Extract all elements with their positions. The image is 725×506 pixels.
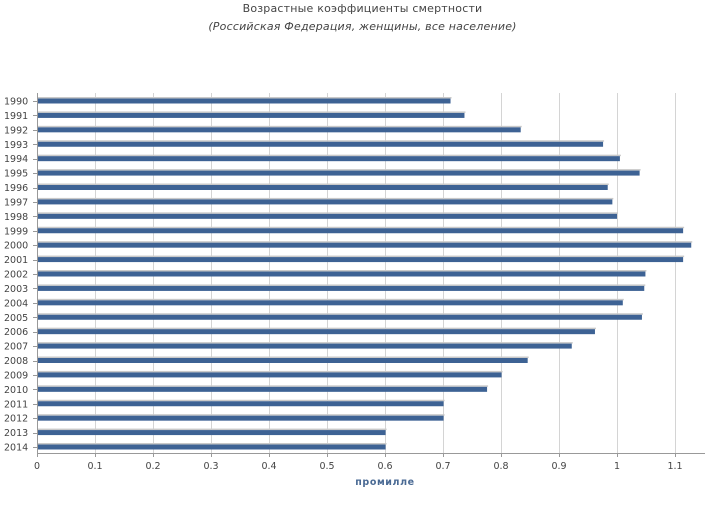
bar-highlight [37,270,647,272]
bar-1998 [37,213,617,219]
bar-highlight [37,111,466,113]
x-tick-label: 0.1 [87,461,102,472]
x-tick-label: 0.4 [261,461,276,472]
axes: 0 0.1 0.2 0.3 0.4 0.5 0.6 0.7 0.8 0.9 1 1.1 1990 1991… [4,93,705,472]
bar-1996 [37,185,608,190]
bar-highlight [37,414,445,416]
y-tick-label: 2007 [4,342,28,353]
bar-highlight [37,385,489,387]
bar-highlight [37,183,609,185]
y-tick-label: 1998 [4,212,28,223]
bar-highlight [37,125,522,128]
y-tick-label: 1991 [4,111,28,122]
bar-2007 [37,343,572,349]
bar-highlight [37,370,503,373]
y-tick-label: 1997 [4,197,28,208]
bar-2000 [37,242,692,248]
bar-2006 [37,329,595,335]
x-tick-label: 0.8 [493,461,508,472]
bar-1990 [37,98,451,104]
bar-highlight [37,241,693,243]
y-tick-label: 2010 [4,385,28,396]
bar-1992 [37,127,521,133]
bar-1999 [37,228,684,234]
bar-highlight [37,313,643,315]
bars [37,97,693,450]
bar-2003 [37,285,645,291]
y-tick-label: 1996 [4,183,28,194]
bar-highlight [37,443,387,445]
bar-2010 [37,386,488,392]
bar-2005 [37,314,642,320]
y-tick-label: 2013 [4,428,28,439]
bar-2012 [37,415,444,421]
bar-highlight [37,154,621,157]
bar-highlight [37,197,614,200]
y-tick-label: 1990 [4,97,28,108]
bar-highlight [37,399,445,402]
bar-1997 [37,199,613,205]
bar-2011 [37,401,444,407]
y-tick-label: 1994 [4,154,28,165]
y-tick-label: 2009 [4,370,28,381]
bar-highlight [37,97,452,99]
x-tick-label: 0.6 [377,461,392,472]
bar-1995 [37,170,640,176]
bar-2013 [37,430,386,436]
bar-2004 [37,300,623,306]
y-tick-label: 1995 [4,169,28,180]
y-tick-label: 2006 [4,327,28,338]
bar-2002 [37,271,646,277]
chart-subtitle: (Российская Федерация, женщины, все насе… [208,20,517,33]
y-tick-label: 1992 [4,125,28,136]
bar-highlight [37,342,573,344]
bar-highlight [37,140,605,142]
x-axis-title: промилле [355,477,414,488]
chart-title: Возрастные коэффициенты смертности [242,2,483,15]
x-tick-label: 0.9 [551,461,566,472]
bar-highlight [37,284,646,286]
y-tick-label: 2008 [4,356,28,367]
y-tick-label: 2001 [4,255,28,266]
bar-highlight [37,212,618,214]
bar-highlight [37,298,624,301]
y-tick-label: 2005 [4,313,28,324]
y-tick-label: 2002 [4,270,28,281]
bar-1994 [37,156,620,162]
bar-2008 [37,358,528,363]
bar-highlight [37,255,685,258]
bar-2009 [37,372,502,378]
y-tick-label: 1993 [4,140,28,151]
bar-highlight [37,169,641,171]
bar-highlight [37,356,529,358]
x-tick-label: 0.7 [435,461,450,472]
x-tick-label: 1.1 [667,461,682,472]
y-tick-label: 2003 [4,284,28,295]
x-tick-label: 0.3 [203,461,218,472]
bar-highlight [37,327,596,330]
bar-highlight [37,428,387,431]
y-tick-label: 2012 [4,414,28,425]
x-tick-label: 1 [614,461,620,472]
bar-highlight [37,226,685,229]
x-tick-label: 0 [34,461,40,472]
x-tick-label: 0.5 [319,461,334,472]
y-tick-label: 1999 [4,226,28,237]
bar-2014 [37,444,386,450]
y-tick-label: 2014 [4,443,28,454]
y-tick-label: 2011 [4,399,28,410]
bar-1991 [37,112,465,118]
bar-2001 [37,257,684,263]
bar-1993 [37,141,604,147]
x-tick-label: 0.2 [145,461,160,472]
y-tick-label: 2004 [4,298,28,309]
y-tick-label: 2000 [4,241,28,252]
